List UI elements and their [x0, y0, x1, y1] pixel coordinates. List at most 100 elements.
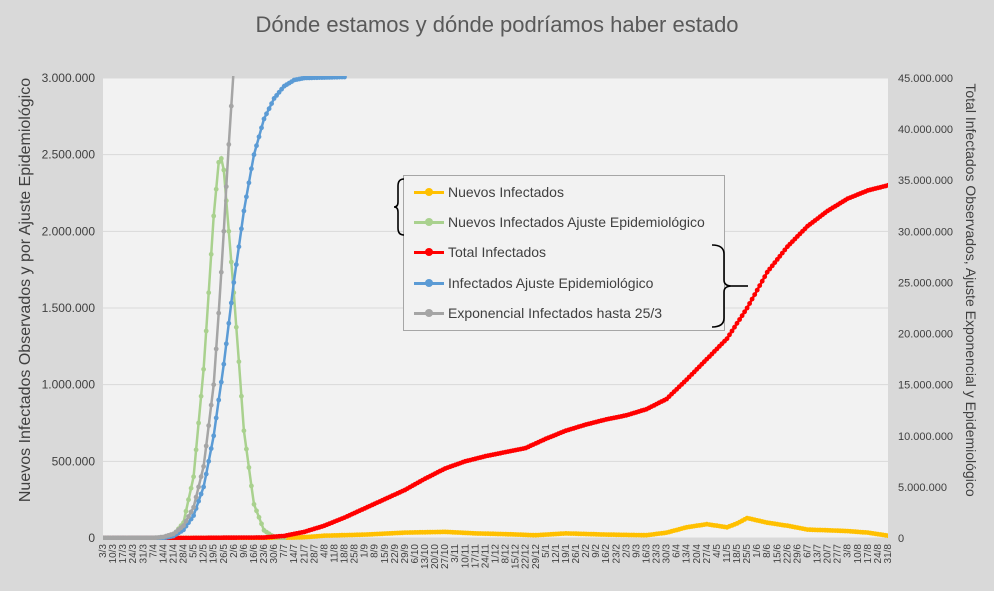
legend-label: Exponencial Infectados hasta 25/3	[448, 305, 663, 321]
x-tick-label: 27/4	[702, 544, 713, 564]
x-tick-label: 21/7	[299, 544, 310, 564]
data-point-nuevos-infectados-ajuste-epidemiologico	[216, 159, 222, 165]
x-tick-label: 25/8	[350, 544, 361, 564]
y-left-tick-label: 0	[88, 531, 95, 545]
data-point-total-infectados	[737, 317, 742, 322]
data-point-exponencial-infectados-hasta-25-3	[223, 184, 229, 190]
data-point-total-infectados	[732, 324, 737, 330]
x-tick-label: 22/9	[390, 544, 401, 564]
data-point-infectados-ajuste-epidemiologico	[228, 300, 234, 306]
data-point-infectados-ajuste-epidemiologico	[218, 379, 224, 385]
x-tick-label: 9/3	[631, 544, 642, 558]
data-point-nuevos-infectados-ajuste-epidemiologico	[196, 420, 202, 426]
x-tick-label: 28/7	[309, 544, 320, 564]
data-point-total-infectados	[749, 296, 755, 302]
data-point-infectados-ajuste-epidemiologico	[216, 397, 222, 403]
legend-item-total-infectados: Total Infectados	[414, 240, 546, 264]
x-tick-label: 12/1	[551, 544, 562, 564]
data-point-nuevos-infectados-ajuste-epidemiologico	[256, 514, 262, 520]
data-point-total-infectados	[767, 266, 773, 272]
data-point-infectados-ajuste-epidemiologico	[233, 262, 239, 267]
data-point-nuevos-infectados-ajuste-epidemiologico	[226, 228, 232, 234]
x-tick-label: 20/7	[823, 544, 834, 564]
data-point-infectados-ajuste-epidemiologico	[342, 76, 347, 80]
x-tick-label: 17/3	[118, 544, 129, 564]
x-tick-label: 8/6	[762, 544, 773, 558]
x-tick-label: 16/2	[601, 544, 612, 564]
data-point-nuevos-infectados-ajuste-epidemiologico	[186, 497, 191, 503]
legend-item-nuevos-infectados: Nuevos Infectados	[414, 180, 564, 204]
data-point-nuevos-infectados-ajuste-epidemiologico	[236, 359, 242, 365]
data-point-exponencial-infectados-hasta-25-3	[206, 423, 212, 428]
data-point-infectados-ajuste-epidemiologico	[246, 180, 252, 186]
x-tick-label: 3/3	[98, 544, 109, 558]
data-point-total-infectados	[757, 283, 763, 288]
x-tick-label: 18/8	[340, 544, 351, 564]
data-point-exponencial-infectados-hasta-25-3	[221, 228, 227, 234]
data-point-total-infectados	[739, 313, 745, 319]
x-tick-label: 5/1	[541, 544, 552, 558]
x-tick-label: 24/11	[480, 544, 491, 569]
legend-label: Nuevos Infectados	[448, 184, 564, 200]
legend-item-infectados-ajuste: Infectados Ajuste Epidemiológico	[414, 271, 653, 295]
data-point-infectados-ajuste-epidemiologico	[244, 194, 249, 200]
data-point-infectados-ajuste-epidemiologico	[221, 361, 227, 367]
right-axis-brace	[711, 244, 748, 328]
x-tick-label: 27/10	[440, 544, 451, 569]
y-right-tick-label: 30.000.000	[898, 226, 953, 238]
data-point-infectados-ajuste-epidemiologico	[249, 166, 254, 172]
data-point-total-infectados	[752, 292, 758, 297]
x-tick-label: 6/4	[672, 544, 683, 558]
data-point-nuevos-infectados-ajuste-epidemiologico	[251, 501, 257, 507]
data-point-nuevos-infectados-ajuste-epidemiologico	[208, 251, 214, 257]
data-point-nuevos-infectados-ajuste-epidemiologico	[233, 324, 239, 330]
legend-label: Nuevos Infectados Ajuste Epidemiológico	[448, 214, 705, 230]
data-point-exponencial-infectados-hasta-25-3	[203, 443, 209, 449]
legend-label: Infectados Ajuste Epidemiológico	[448, 275, 654, 291]
data-point-exponencial-infectados-hasta-25-3	[228, 103, 234, 109]
x-tick-label: 24/8	[873, 544, 884, 564]
x-tick-label: 29/12	[531, 544, 542, 569]
data-point-nuevos-infectados-ajuste-epidemiologico	[213, 186, 219, 192]
y-right-tick-label: 20.000.000	[898, 329, 953, 341]
x-tick-label: 10/11	[460, 544, 471, 569]
x-tick-label: 29/9	[400, 544, 411, 564]
data-point-nuevos-infectados-ajuste-epidemiologico	[188, 485, 194, 491]
data-point-exponencial-infectados-hasta-25-3	[208, 402, 214, 408]
data-point-exponencial-infectados-hasta-25-3	[186, 514, 191, 519]
data-point-infectados-ajuste-epidemiologico	[251, 152, 257, 158]
data-point-total-infectados	[724, 336, 730, 342]
x-tick-label: 26/5	[219, 544, 230, 564]
data-point-infectados-ajuste-epidemiologico	[211, 433, 217, 439]
x-tick-label: 4/5	[712, 544, 723, 558]
data-point-infectados-ajuste-epidemiologico	[208, 446, 214, 451]
x-tick-label: 31/3	[138, 544, 149, 564]
data-point-nuevos-infectados-ajuste-epidemiologico	[193, 447, 199, 453]
data-point-nuevos-infectados-ajuste-epidemiologico	[228, 259, 234, 265]
data-point-infectados-ajuste-epidemiologico	[206, 458, 212, 464]
data-point-nuevos-infectados-ajuste-epidemiologico	[259, 521, 264, 527]
data-point-nuevos-infectados-ajuste-epidemiologico	[203, 328, 209, 334]
legend-swatch	[414, 216, 444, 228]
x-tick-label: 23/2	[611, 544, 622, 564]
x-tick-label: 23/3	[652, 544, 663, 564]
chart-title: Dónde estamos y dónde podríamos haber es…	[255, 12, 739, 37]
x-tick-label: 28/4	[179, 544, 190, 564]
data-point-infectados-ajuste-epidemiologico	[236, 244, 242, 250]
data-point-exponencial-infectados-hasta-25-3	[226, 142, 232, 147]
y-right-tick-label: 5.000.000	[898, 482, 947, 494]
data-point-infectados-ajuste-epidemiologico	[239, 226, 244, 232]
data-point-infectados-ajuste-epidemiologico	[269, 101, 274, 106]
data-point-exponencial-infectados-hasta-25-3	[211, 382, 217, 388]
data-point-exponencial-infectados-hasta-25-3	[193, 494, 199, 500]
data-point-exponencial-infectados-hasta-25-3	[181, 523, 186, 529]
x-tick-label: 13/10	[420, 544, 431, 569]
x-tick-label: 3/11	[450, 544, 461, 563]
y-right-tick-label: 15.000.000	[898, 380, 953, 392]
data-point-total-infectados	[759, 278, 765, 284]
data-point-total-infectados	[742, 309, 747, 315]
data-point-total-infectados	[744, 305, 750, 311]
data-point-exponencial-infectados-hasta-25-3	[201, 464, 207, 469]
x-tick-label: 3/8	[843, 544, 854, 558]
data-point-nuevos-infectados-ajuste-epidemiologico	[191, 474, 197, 480]
